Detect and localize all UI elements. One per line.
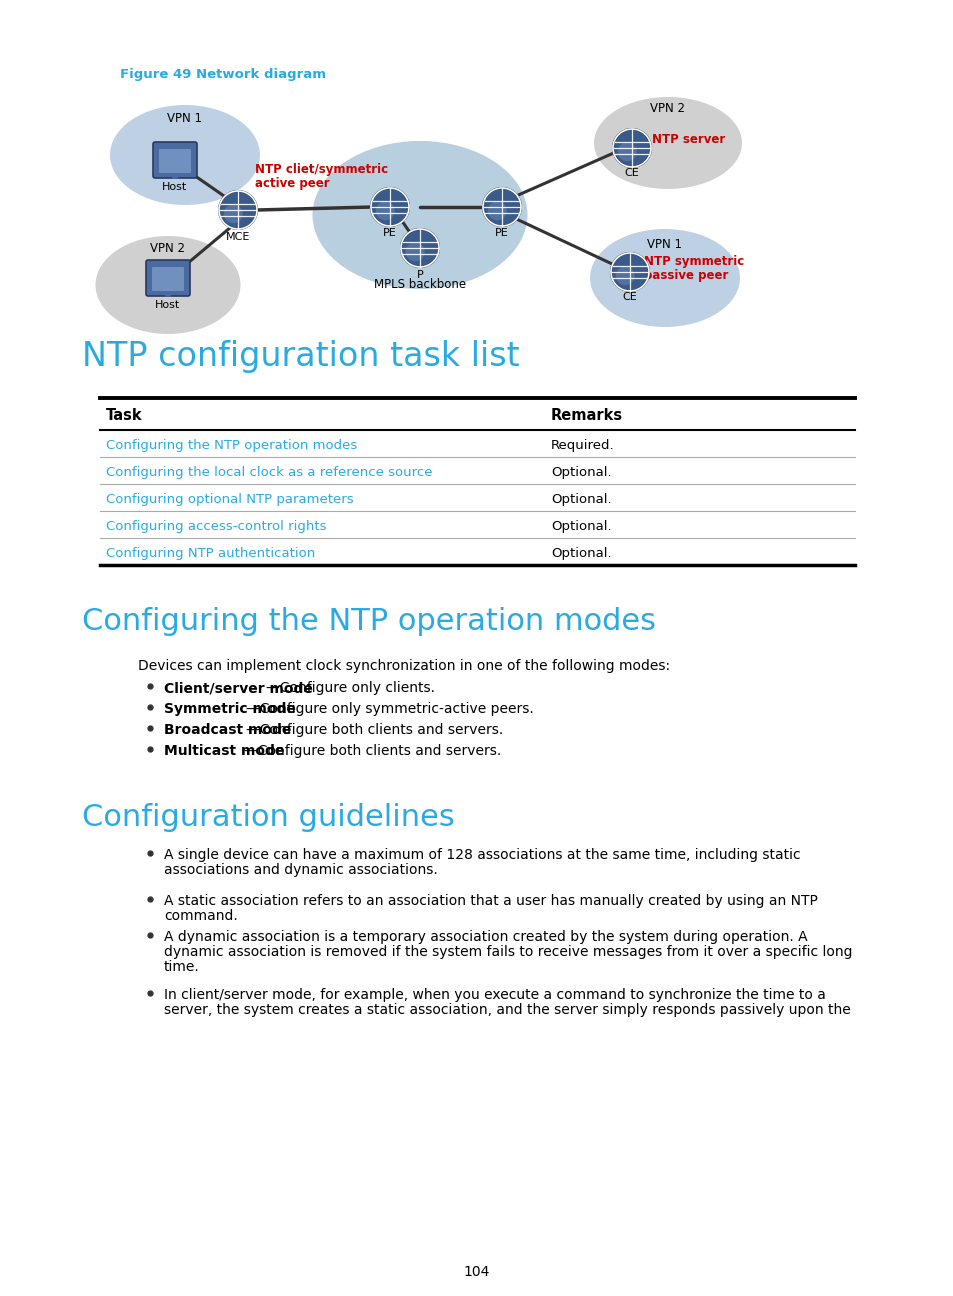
Text: Configuring optional NTP parameters: Configuring optional NTP parameters: [106, 492, 354, 505]
Circle shape: [219, 191, 256, 229]
Text: CE: CE: [622, 292, 637, 302]
Text: MCE: MCE: [226, 232, 250, 242]
Text: Configuring NTP authentication: Configuring NTP authentication: [106, 547, 314, 560]
Text: PE: PE: [495, 228, 508, 238]
Text: Configuring the local clock as a reference source: Configuring the local clock as a referen…: [106, 467, 432, 480]
Text: A static association refers to an association that a user has manually created b: A static association refers to an associ…: [164, 894, 817, 908]
Text: active peer: active peer: [254, 178, 330, 191]
Circle shape: [618, 143, 636, 161]
Text: Optional.: Optional.: [551, 547, 611, 560]
Circle shape: [610, 253, 648, 292]
Text: Multicast mode: Multicast mode: [164, 744, 284, 758]
Text: associations and dynamic associations.: associations and dynamic associations.: [164, 863, 437, 877]
Text: Optional.: Optional.: [551, 520, 611, 533]
Text: Configuration guidelines: Configuration guidelines: [82, 804, 455, 832]
FancyBboxPatch shape: [146, 260, 190, 295]
Text: P: P: [416, 270, 423, 280]
Circle shape: [224, 205, 242, 223]
Text: PE: PE: [383, 228, 396, 238]
Text: Optional.: Optional.: [551, 467, 611, 480]
Text: Remarks: Remarks: [551, 408, 622, 422]
Text: Devices can implement clock synchronization in one of the following modes:: Devices can implement clock synchronizat…: [138, 658, 669, 673]
Circle shape: [482, 188, 520, 226]
Text: —Configure only symmetric-active peers.: —Configure only symmetric-active peers.: [246, 702, 533, 715]
Text: Client/server mode: Client/server mode: [164, 680, 313, 695]
Text: NTP symmetric: NTP symmetric: [643, 255, 743, 268]
Ellipse shape: [594, 97, 741, 189]
Text: VPN 1: VPN 1: [647, 238, 681, 251]
Text: Configuring access-control rights: Configuring access-control rights: [106, 520, 326, 533]
Text: —Configure both clients and servers.: —Configure both clients and servers.: [246, 723, 503, 737]
Text: VPN 2: VPN 2: [151, 242, 185, 255]
Text: —Configure only clients.: —Configure only clients.: [266, 680, 435, 695]
Text: MPLS backbone: MPLS backbone: [374, 279, 466, 292]
FancyBboxPatch shape: [152, 143, 196, 178]
Ellipse shape: [95, 236, 240, 334]
Circle shape: [371, 188, 409, 226]
Text: command.: command.: [164, 908, 237, 923]
Circle shape: [613, 130, 650, 167]
Circle shape: [375, 201, 395, 220]
Circle shape: [615, 266, 634, 285]
Ellipse shape: [589, 229, 740, 327]
Text: dynamic association is removed if the system fails to receive messages from it o: dynamic association is removed if the sy…: [164, 945, 852, 959]
FancyBboxPatch shape: [159, 149, 191, 172]
Text: Configuring the NTP operation modes: Configuring the NTP operation modes: [82, 607, 656, 636]
Text: NTP server: NTP server: [651, 133, 724, 146]
FancyBboxPatch shape: [152, 267, 184, 292]
Ellipse shape: [110, 105, 260, 205]
Text: NTP cliet/symmetric: NTP cliet/symmetric: [254, 163, 388, 176]
Text: A dynamic association is a temporary association created by the system during op: A dynamic association is a temporary ass…: [164, 931, 807, 943]
Text: Host: Host: [155, 299, 180, 310]
Text: NTP configuration task list: NTP configuration task list: [82, 340, 519, 373]
Circle shape: [405, 242, 424, 262]
Circle shape: [400, 229, 438, 267]
Text: —Configure both clients and servers.: —Configure both clients and servers.: [244, 744, 500, 758]
Text: 104: 104: [463, 1265, 490, 1279]
Text: Symmetric mode: Symmetric mode: [164, 702, 295, 715]
Text: server, the system creates a static association, and the server simply responds : server, the system creates a static asso…: [164, 1003, 850, 1017]
Text: Task: Task: [106, 408, 143, 422]
Text: Optional.: Optional.: [551, 492, 611, 505]
Text: Required.: Required.: [551, 439, 614, 452]
Text: Figure 49 Network diagram: Figure 49 Network diagram: [120, 67, 326, 80]
Text: VPN 1: VPN 1: [168, 111, 202, 124]
Ellipse shape: [313, 141, 527, 289]
Circle shape: [487, 201, 506, 220]
Text: Broadcast mode: Broadcast mode: [164, 723, 291, 737]
Text: passive peer: passive peer: [643, 270, 727, 283]
Text: A single device can have a maximum of 128 associations at the same time, includi: A single device can have a maximum of 12…: [164, 848, 800, 862]
Text: VPN 2: VPN 2: [650, 102, 685, 115]
Text: In client/server mode, for example, when you execute a command to synchronize th: In client/server mode, for example, when…: [164, 988, 825, 1002]
Text: CE: CE: [624, 168, 639, 178]
Text: Host: Host: [162, 181, 188, 192]
Text: time.: time.: [164, 960, 199, 975]
Text: Configuring the NTP operation modes: Configuring the NTP operation modes: [106, 439, 356, 452]
